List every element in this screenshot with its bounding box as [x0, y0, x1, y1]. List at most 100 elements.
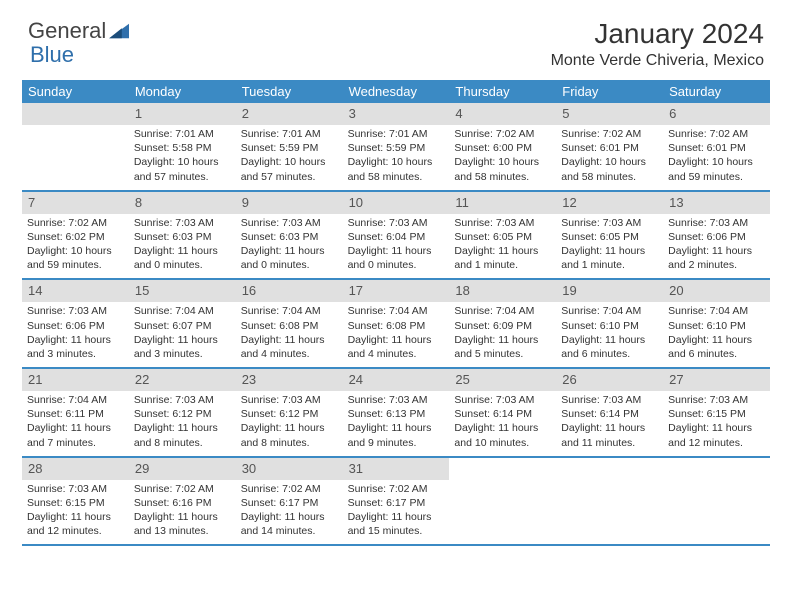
- day-number: 23: [242, 372, 256, 387]
- day-cell: [663, 458, 770, 545]
- day-details: Sunrise: 7:02 AMSunset: 6:01 PMDaylight:…: [668, 127, 765, 184]
- day-cell: 22 Sunrise: 7:03 AMSunset: 6:12 PMDayligh…: [129, 369, 236, 456]
- day-cell: 4 Sunrise: 7:02 AMSunset: 6:00 PMDaylight…: [449, 103, 556, 190]
- day-cell: 12 Sunrise: 7:03 AMSunset: 6:05 PMDayligh…: [556, 192, 663, 279]
- day-number: 19: [562, 283, 576, 298]
- dow-cell: Tuesday: [236, 80, 343, 103]
- day-cell: 11 Sunrise: 7:03 AMSunset: 6:05 PMDayligh…: [449, 192, 556, 279]
- day-details: Sunrise: 7:03 AMSunset: 6:15 PMDaylight:…: [668, 393, 765, 450]
- day-details: Sunrise: 7:01 AMSunset: 5:59 PMDaylight:…: [348, 127, 445, 184]
- day-details: Sunrise: 7:03 AMSunset: 6:14 PMDaylight:…: [454, 393, 551, 450]
- week-row: 28Sunrise: 7:03 AMSunset: 6:15 PMDayligh…: [22, 458, 770, 547]
- day-details: Sunrise: 7:02 AMSunset: 6:01 PMDaylight:…: [561, 127, 658, 184]
- title-block: January 2024 Monte Verde Chiveria, Mexic…: [551, 18, 764, 70]
- day-number: 10: [349, 195, 363, 210]
- day-number: 14: [28, 283, 42, 298]
- day-cell: 3 Sunrise: 7:01 AMSunset: 5:59 PMDaylight…: [343, 103, 450, 190]
- day-number: 5: [562, 106, 569, 121]
- day-details: Sunrise: 7:04 AMSunset: 6:07 PMDaylight:…: [134, 304, 231, 361]
- day-details: Sunrise: 7:03 AMSunset: 6:06 PMDaylight:…: [668, 216, 765, 273]
- day-number: 26: [562, 372, 576, 387]
- day-details: Sunrise: 7:02 AMSunset: 6:02 PMDaylight:…: [27, 216, 124, 273]
- calendar: SundayMondayTuesdayWednesdayThursdayFrid…: [22, 80, 770, 546]
- logo-part1: General: [28, 18, 106, 44]
- day-details: Sunrise: 7:03 AMSunset: 6:14 PMDaylight:…: [561, 393, 658, 450]
- day-cell: 8Sunrise: 7:03 AMSunset: 6:03 PMDaylight…: [129, 192, 236, 279]
- day-cell: 25 Sunrise: 7:03 AMSunset: 6:14 PMDayligh…: [449, 369, 556, 456]
- dow-cell: Wednesday: [343, 80, 450, 103]
- week-row: 21 Sunrise: 7:04 AMSunset: 6:11 PMDayligh…: [22, 369, 770, 458]
- dow-cell: Friday: [556, 80, 663, 103]
- week-row: 7Sunrise: 7:02 AMSunset: 6:02 PMDaylight…: [22, 192, 770, 281]
- day-details: Sunrise: 7:03 AMSunset: 6:05 PMDaylight:…: [561, 216, 658, 273]
- day-number: 31: [349, 461, 363, 476]
- day-cell: 16Sunrise: 7:04 AMSunset: 6:08 PMDayligh…: [236, 280, 343, 367]
- day-details: Sunrise: 7:02 AMSunset: 6:00 PMDaylight:…: [454, 127, 551, 184]
- day-number: 22: [135, 372, 149, 387]
- day-cell: 6 Sunrise: 7:02 AMSunset: 6:01 PMDaylight…: [663, 103, 770, 190]
- day-details: Sunrise: 7:04 AMSunset: 6:08 PMDaylight:…: [241, 304, 338, 361]
- day-cell: 21 Sunrise: 7:04 AMSunset: 6:11 PMDayligh…: [22, 369, 129, 456]
- day-cell: 20 Sunrise: 7:04 AMSunset: 6:10 PMDayligh…: [663, 280, 770, 367]
- day-cell: 28Sunrise: 7:03 AMSunset: 6:15 PMDayligh…: [22, 458, 129, 545]
- day-details: Sunrise: 7:01 AMSunset: 5:59 PMDaylight:…: [241, 127, 338, 184]
- week-row: 14 Sunrise: 7:03 AMSunset: 6:06 PMDayligh…: [22, 280, 770, 369]
- day-cell: 23 Sunrise: 7:03 AMSunset: 6:12 PMDayligh…: [236, 369, 343, 456]
- day-cell: 30 Sunrise: 7:02 AMSunset: 6:17 PMDayligh…: [236, 458, 343, 545]
- day-number: 25: [455, 372, 469, 387]
- day-cell: 18 Sunrise: 7:04 AMSunset: 6:09 PMDayligh…: [449, 280, 556, 367]
- day-details: Sunrise: 7:04 AMSunset: 6:11 PMDaylight:…: [27, 393, 124, 450]
- week-row: 1 Sunrise: 7:01 AMSunset: 5:58 PMDaylight…: [22, 103, 770, 192]
- day-cell: 31 Sunrise: 7:02 AMSunset: 6:17 PMDayligh…: [343, 458, 450, 545]
- day-cell: 26 Sunrise: 7:03 AMSunset: 6:14 PMDayligh…: [556, 369, 663, 456]
- day-number: 9: [242, 195, 249, 210]
- day-cell: 9 Sunrise: 7:03 AMSunset: 6:03 PMDaylight…: [236, 192, 343, 279]
- day-number: 2: [242, 106, 249, 121]
- day-number: 17: [349, 283, 363, 298]
- day-details: Sunrise: 7:04 AMSunset: 6:09 PMDaylight:…: [454, 304, 551, 361]
- day-details: Sunrise: 7:04 AMSunset: 6:10 PMDaylight:…: [561, 304, 658, 361]
- location: Monte Verde Chiveria, Mexico: [551, 52, 764, 70]
- day-details: Sunrise: 7:03 AMSunset: 6:13 PMDaylight:…: [348, 393, 445, 450]
- day-number: 20: [669, 283, 683, 298]
- day-cell: 2 Sunrise: 7:01 AMSunset: 5:59 PMDaylight…: [236, 103, 343, 190]
- day-details: Sunrise: 7:01 AMSunset: 5:58 PMDaylight:…: [134, 127, 231, 184]
- day-details: Sunrise: 7:04 AMSunset: 6:08 PMDaylight:…: [348, 304, 445, 361]
- day-details: Sunrise: 7:03 AMSunset: 6:06 PMDaylight:…: [27, 304, 124, 361]
- dow-cell: Monday: [129, 80, 236, 103]
- day-cell: [449, 458, 556, 545]
- day-cell: 1 Sunrise: 7:01 AMSunset: 5:58 PMDaylight…: [129, 103, 236, 190]
- day-cell: [22, 103, 129, 190]
- day-details: Sunrise: 7:03 AMSunset: 6:12 PMDaylight:…: [241, 393, 338, 450]
- logo-triangle-icon: [109, 22, 131, 40]
- day-cell: [556, 458, 663, 545]
- day-cell: 13 Sunrise: 7:03 AMSunset: 6:06 PMDayligh…: [663, 192, 770, 279]
- day-cell: 15Sunrise: 7:04 AMSunset: 6:07 PMDayligh…: [129, 280, 236, 367]
- dow-cell: Saturday: [663, 80, 770, 103]
- dow-cell: Thursday: [449, 80, 556, 103]
- day-number: 8: [135, 195, 142, 210]
- day-cell: 7Sunrise: 7:02 AMSunset: 6:02 PMDaylight…: [22, 192, 129, 279]
- day-details: Sunrise: 7:02 AMSunset: 6:17 PMDaylight:…: [348, 482, 445, 539]
- day-details: Sunrise: 7:03 AMSunset: 6:12 PMDaylight:…: [134, 393, 231, 450]
- day-number: 6: [669, 106, 676, 121]
- day-number: 30: [242, 461, 256, 476]
- logo-part2: Blue: [30, 42, 74, 68]
- day-details: Sunrise: 7:02 AMSunset: 6:17 PMDaylight:…: [241, 482, 338, 539]
- dow-cell: Sunday: [22, 80, 129, 103]
- day-number: 3: [349, 106, 356, 121]
- day-number: 13: [669, 195, 683, 210]
- day-cell: 14 Sunrise: 7:03 AMSunset: 6:06 PMDayligh…: [22, 280, 129, 367]
- month-title: January 2024: [551, 18, 764, 50]
- day-details: Sunrise: 7:03 AMSunset: 6:03 PMDaylight:…: [241, 216, 338, 273]
- day-number: 4: [455, 106, 462, 121]
- day-cell: 29Sunrise: 7:02 AMSunset: 6:16 PMDayligh…: [129, 458, 236, 545]
- day-cell: 10Sunrise: 7:03 AMSunset: 6:04 PMDayligh…: [343, 192, 450, 279]
- day-number: 1: [135, 106, 142, 121]
- day-number: 12: [562, 195, 576, 210]
- day-number: 18: [455, 283, 469, 298]
- day-details: Sunrise: 7:03 AMSunset: 6:05 PMDaylight:…: [454, 216, 551, 273]
- day-number: 21: [28, 372, 42, 387]
- day-details: Sunrise: 7:04 AMSunset: 6:10 PMDaylight:…: [668, 304, 765, 361]
- day-number: 11: [455, 195, 469, 210]
